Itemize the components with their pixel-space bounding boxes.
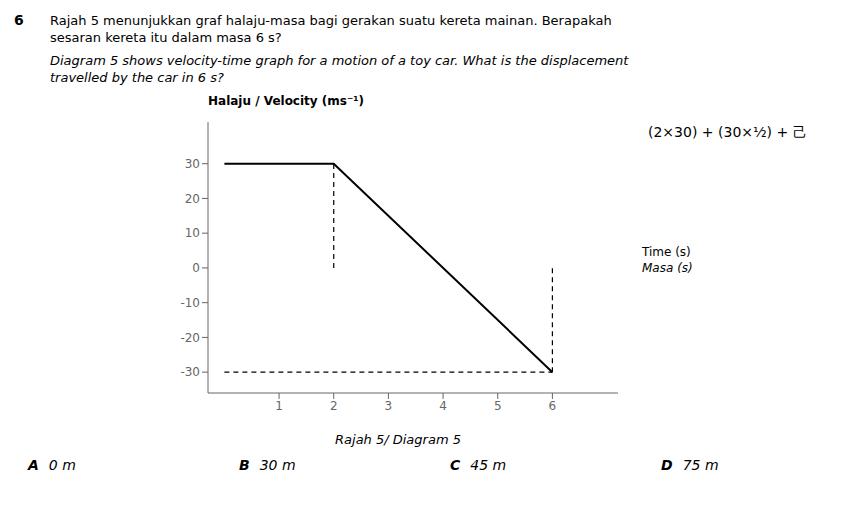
html-text:(2×30) + (30×¹⁄₂) + 己: (2×30) + (30×¹⁄₂) + 己 [648, 124, 807, 140]
html-text:45 m: 45 m [470, 457, 507, 473]
html-text:A: A [28, 457, 39, 473]
html-text:Rajah 5/ Diagram 5: Rajah 5/ Diagram 5 [335, 432, 461, 447]
svg-text:0: 0 [192, 261, 200, 275]
html-text:0 m: 0 m [48, 457, 76, 473]
html-text:Rajah 5 menunjukkan graf halaj: Rajah 5 menunjukkan graf halaju-masa bag… [50, 13, 612, 45]
svg-text:-20: -20 [180, 331, 200, 345]
svg-text:6: 6 [549, 399, 557, 413]
html-text:D: D [661, 457, 673, 473]
svg-text:5: 5 [494, 399, 502, 413]
svg-text:30: 30 [185, 157, 200, 171]
html-text:Diagram 5 shows velocity-time: Diagram 5 shows velocity-time graph for … [50, 53, 629, 85]
svg-text:2: 2 [330, 399, 338, 413]
svg-text:-30: -30 [180, 365, 200, 379]
svg-text:3: 3 [385, 399, 393, 413]
svg-text:-10: -10 [180, 296, 200, 310]
html-text:B: B [239, 457, 250, 473]
html-text:C: C [450, 457, 461, 473]
svg-text:1: 1 [275, 399, 283, 413]
html-text:Halaju / Velocity (ms⁻¹): Halaju / Velocity (ms⁻¹) [208, 94, 364, 108]
svg-text:20: 20 [185, 192, 200, 206]
html-text:Masa (s): Masa (s) [642, 261, 693, 275]
html-text:30 m: 30 m [259, 457, 296, 473]
svg-text:10: 10 [185, 226, 200, 240]
html-text:Time (s): Time (s) [642, 245, 691, 259]
html-text:6: 6 [14, 12, 24, 28]
svg-text:4: 4 [439, 399, 447, 413]
html-text:75 m: 75 m [682, 457, 719, 473]
